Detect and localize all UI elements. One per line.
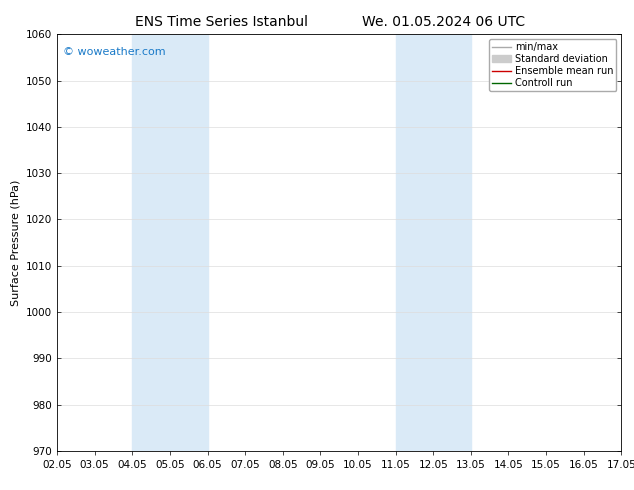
- Legend: min/max, Standard deviation, Ensemble mean run, Controll run: min/max, Standard deviation, Ensemble me…: [489, 39, 616, 91]
- Bar: [133, 34, 207, 451]
- Text: © woweather.com: © woweather.com: [63, 47, 165, 57]
- Text: ENS Time Series Istanbul: ENS Time Series Istanbul: [136, 15, 308, 29]
- Text: We. 01.05.2024 06 UTC: We. 01.05.2024 06 UTC: [362, 15, 526, 29]
- Bar: [396, 34, 471, 451]
- Y-axis label: Surface Pressure (hPa): Surface Pressure (hPa): [10, 179, 20, 306]
